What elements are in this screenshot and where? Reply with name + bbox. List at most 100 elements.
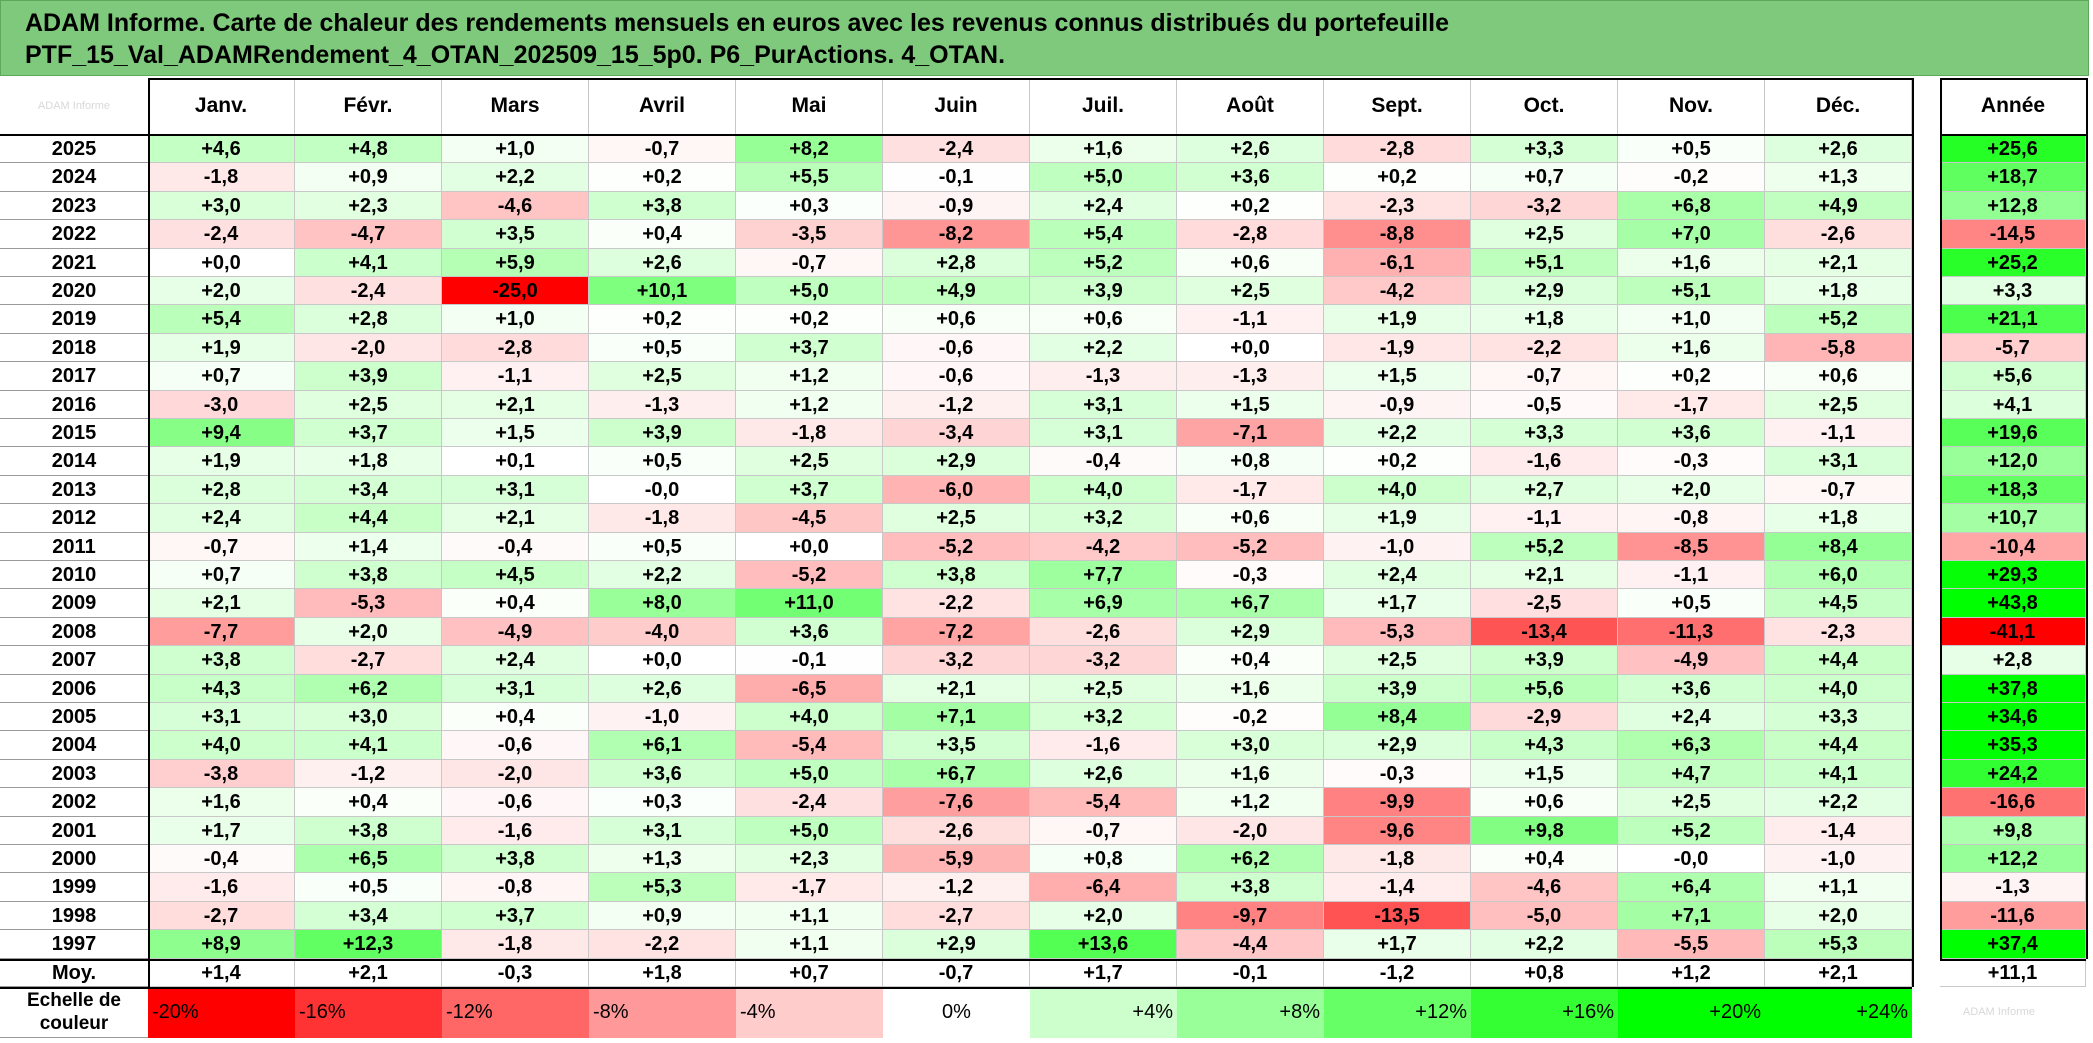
heatmap-cell: +3,6 bbox=[1618, 674, 1765, 703]
heatmap-cell: +3,0 bbox=[295, 703, 442, 732]
heatmap-cell: +3,3 bbox=[1765, 703, 1912, 732]
year-label: 2012 bbox=[0, 504, 148, 533]
year-label: 2013 bbox=[0, 475, 148, 505]
average-cell: +0,7 bbox=[736, 958, 883, 987]
heatmap-cell: +1,6 bbox=[1177, 674, 1324, 703]
heatmap-cell: -2,0 bbox=[1177, 816, 1324, 845]
heatmap-cell: -2,6 bbox=[883, 816, 1030, 845]
heatmap-cell: +0,4 bbox=[589, 220, 736, 249]
heatmap-cell: -1,7 bbox=[1618, 390, 1765, 419]
heatmap-cell: +2,2 bbox=[1030, 333, 1177, 363]
year-label: 2018 bbox=[0, 333, 148, 363]
heatmap-cell: +3,8 bbox=[442, 845, 589, 874]
heatmap-cell: +1,5 bbox=[1177, 390, 1324, 419]
heatmap-cell: -2,7 bbox=[295, 646, 442, 675]
heatmap-cell: +2,3 bbox=[295, 191, 442, 221]
heatmap-cell: -3,4 bbox=[883, 419, 1030, 448]
heatmap-cell: +3,5 bbox=[883, 731, 1030, 760]
heatmap-cell: +4,1 bbox=[295, 248, 442, 277]
heatmap-cell: +2,0 bbox=[295, 617, 442, 647]
heatmap-cell: +5,1 bbox=[1471, 248, 1618, 277]
heatmap-cell: +3,1 bbox=[442, 475, 589, 505]
year-label: 2000 bbox=[0, 845, 148, 874]
year-label: 2023 bbox=[0, 191, 148, 221]
heatmap-cell: +6,1 bbox=[589, 731, 736, 760]
heatmap-cell: -1,1 bbox=[1765, 419, 1912, 448]
heatmap-cell: -1,1 bbox=[1618, 561, 1765, 590]
heatmap-cell: +7,7 bbox=[1030, 561, 1177, 590]
heatmap-cell: +3,1 bbox=[1765, 447, 1912, 476]
heatmap-cell: -2,0 bbox=[295, 333, 442, 363]
heatmap-cell: +2,6 bbox=[589, 248, 736, 277]
heatmap-cell: -0,7 bbox=[1471, 362, 1618, 391]
year-label: 2004 bbox=[0, 731, 148, 760]
heatmap-cell: +1,8 bbox=[295, 447, 442, 476]
heatmap-cell: +4,0 bbox=[148, 731, 295, 760]
heatmap-cell: -0,4 bbox=[148, 845, 295, 874]
month-header: Mars bbox=[442, 78, 589, 134]
heatmap-cell: +1,9 bbox=[1324, 305, 1471, 334]
heatmap-cell: +1,3 bbox=[589, 845, 736, 874]
heatmap-cell: +0,6 bbox=[1177, 248, 1324, 277]
year-label: 2024 bbox=[0, 163, 148, 192]
heatmap-cell: +1,0 bbox=[442, 305, 589, 334]
heatmap-cell: +4,3 bbox=[1471, 731, 1618, 760]
heatmap-cell: -2,4 bbox=[148, 220, 295, 249]
scale-swatch: -16% bbox=[295, 987, 442, 1038]
heatmap-cell: -0,8 bbox=[442, 873, 589, 902]
bottom-watermark: ADAM Informe bbox=[1962, 1006, 2036, 1018]
heatmap-cell: +2,4 bbox=[442, 646, 589, 675]
heatmap-cell: -0,3 bbox=[1324, 759, 1471, 789]
heatmap-cell: +2,6 bbox=[589, 674, 736, 703]
heatmap-cell: -13,4 bbox=[1471, 617, 1618, 647]
heatmap-cell: -1,8 bbox=[442, 930, 589, 959]
heatmap-cell: +1,8 bbox=[1765, 504, 1912, 533]
heatmap-cell: -5,2 bbox=[883, 532, 1030, 561]
heatmap-cell: -2,8 bbox=[442, 333, 589, 363]
heatmap-cell: +7,0 bbox=[1618, 220, 1765, 249]
heatmap-cell: +1,6 bbox=[148, 788, 295, 817]
heatmap-cell: +3,8 bbox=[295, 816, 442, 845]
average-cell: +1,4 bbox=[148, 958, 295, 987]
year-label: 2001 bbox=[0, 816, 148, 845]
heatmap-cell: -2,3 bbox=[1765, 617, 1912, 647]
heatmap-cell: +3,4 bbox=[295, 475, 442, 505]
heatmap-cell: -4,7 bbox=[295, 220, 442, 249]
heatmap-cell: -4,6 bbox=[1471, 873, 1618, 902]
heatmap-cell: +2,1 bbox=[1471, 561, 1618, 590]
annual-cell: +35,3 bbox=[1940, 731, 2086, 760]
table-right-border bbox=[1912, 78, 1914, 987]
heatmap-cell: +1,5 bbox=[442, 419, 589, 448]
heatmap-cell: +1,6 bbox=[1618, 248, 1765, 277]
chart-title: ADAM Informe. Carte de chaleur des rende… bbox=[0, 0, 2089, 76]
average-label: Moy. bbox=[0, 958, 148, 987]
table-left-border bbox=[148, 78, 150, 987]
heatmap-cell: -1,3 bbox=[1177, 362, 1324, 391]
average-annual-cell: +11,1 bbox=[1940, 958, 2086, 987]
heatmap-cell: +5,2 bbox=[1765, 305, 1912, 334]
annual-cell: -10,4 bbox=[1940, 532, 2086, 561]
heatmap-cell: +8,0 bbox=[589, 589, 736, 618]
heatmap-cell: -7,7 bbox=[148, 617, 295, 647]
heatmap-cell: +2,9 bbox=[883, 447, 1030, 476]
annual-cell: +18,7 bbox=[1940, 163, 2086, 192]
heatmap-cell: +4,5 bbox=[442, 561, 589, 590]
heatmap-cell: +4,4 bbox=[1765, 731, 1912, 760]
heatmap-cell: +1,4 bbox=[295, 532, 442, 561]
heatmap-cell: +5,0 bbox=[736, 759, 883, 789]
heatmap-cell: +0,2 bbox=[589, 163, 736, 192]
heatmap-cell: +8,2 bbox=[736, 135, 883, 164]
heatmap-cell: +3,1 bbox=[1030, 390, 1177, 419]
heatmap-cell: +4,4 bbox=[295, 504, 442, 533]
year-label: 2019 bbox=[0, 305, 148, 334]
heatmap-cell: -6,5 bbox=[736, 674, 883, 703]
heatmap-cell: +0,2 bbox=[589, 305, 736, 334]
heatmap-cell: -0,0 bbox=[1618, 845, 1765, 874]
heatmap-cell: +3,9 bbox=[1324, 674, 1471, 703]
heatmap-cell: +2,0 bbox=[148, 277, 295, 306]
heatmap-cell: -0,7 bbox=[736, 248, 883, 277]
heatmap-cell: +2,0 bbox=[1030, 901, 1177, 931]
month-header: Avril bbox=[589, 78, 736, 134]
scale-label: Echelle de couleur bbox=[0, 987, 148, 1038]
heatmap-cell: -0,4 bbox=[442, 532, 589, 561]
